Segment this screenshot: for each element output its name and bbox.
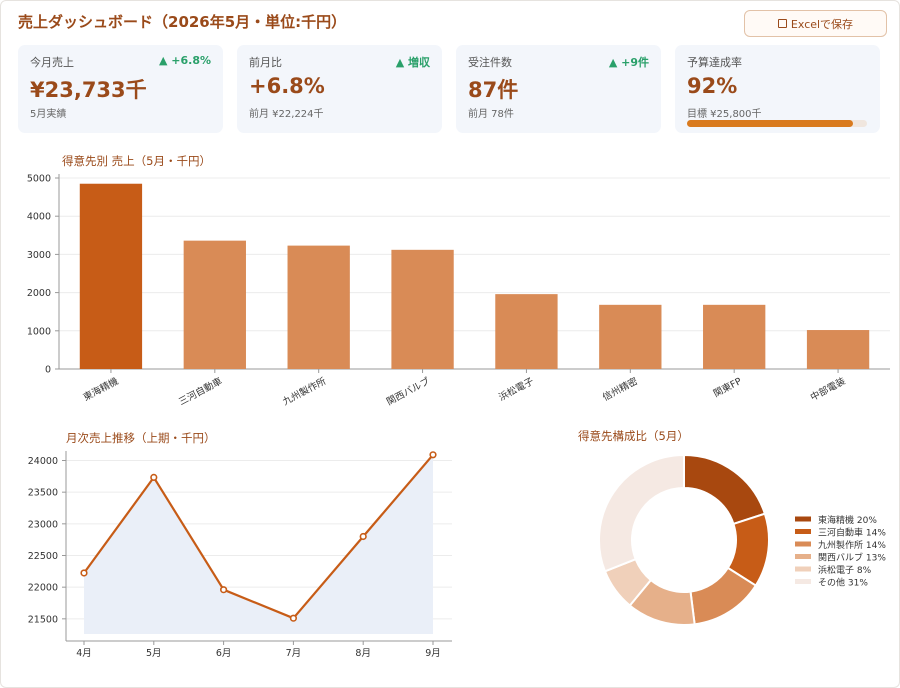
kpi-sub: 前月 ¥22,224千 bbox=[249, 109, 324, 120]
bar bbox=[703, 304, 766, 369]
x-tick-label: 8月 bbox=[355, 648, 371, 659]
line-point bbox=[80, 569, 88, 577]
x-tick-label: 中部電装 bbox=[808, 375, 848, 404]
budget-progress-track bbox=[687, 120, 867, 127]
y-tick-label: 1000 bbox=[27, 326, 51, 337]
legend-label: 三河自動車 14% bbox=[818, 527, 886, 539]
kpi-delta: ▲ +6.8% bbox=[158, 54, 211, 67]
legend-label: 九州製作所 14% bbox=[818, 539, 886, 551]
y-tick-label: 5000 bbox=[27, 174, 51, 185]
kpi-delta: ▲ 増収 bbox=[395, 56, 430, 69]
y-tick-label: 4000 bbox=[27, 212, 51, 223]
line-point bbox=[429, 451, 437, 459]
x-tick-label: 東海精機 bbox=[81, 375, 121, 404]
kpi-sub: 目標 ¥25,800千 bbox=[687, 109, 762, 120]
line-point bbox=[289, 614, 298, 622]
bar-chart-title: 得意先別 売上（5月・千円） bbox=[62, 154, 211, 168]
x-tick-label: 関東FP bbox=[711, 375, 744, 400]
bar bbox=[287, 245, 350, 369]
pie-chart: 東海精機 20%三河自動車 14%九州製作所 14%関西バルブ 13%浜松電子 … bbox=[598, 455, 886, 626]
x-tick-label: 4月 bbox=[76, 648, 92, 659]
pie-chart-title: 得意先構成比（5月） bbox=[578, 429, 689, 443]
y-tick-label: 0 bbox=[45, 365, 51, 376]
kpi-sub: 5月実績 bbox=[30, 109, 67, 120]
legend-swatch bbox=[795, 554, 811, 559]
kpi-value: 92% bbox=[687, 74, 738, 98]
pie-slice bbox=[683, 455, 767, 526]
bar bbox=[183, 240, 246, 369]
kpi-card-sales: 今月売上 ▲ +6.8% ¥23,733千 5月実績 bbox=[18, 45, 223, 133]
legend-swatch bbox=[795, 529, 811, 534]
checkbox-icon bbox=[777, 19, 787, 28]
x-tick-label: 7月 bbox=[286, 648, 302, 659]
x-tick-label: 三河自動車 bbox=[177, 375, 225, 408]
bar bbox=[79, 183, 143, 369]
excel-save-label: Excelで保存 bbox=[790, 17, 854, 31]
y-tick-label: 21500 bbox=[28, 614, 58, 625]
y-tick-label: 3000 bbox=[27, 250, 51, 261]
kpi-card-mom: 前月比 ▲ 増収 +6.8% 前月 ¥22,224千 bbox=[237, 45, 442, 133]
x-tick-label: 浜松電子 bbox=[497, 375, 537, 404]
y-tick-label: 22500 bbox=[28, 551, 58, 562]
kpi-value: 87件 bbox=[468, 78, 519, 102]
bar bbox=[495, 294, 558, 369]
kpi-label: 予算達成率 bbox=[687, 56, 742, 69]
legend-label: その他 31% bbox=[818, 577, 868, 589]
kpi-card-budget: 予算達成率 92% 目標 ¥25,800千 bbox=[675, 45, 880, 133]
line-chart-title: 月次売上推移（上期・千円） bbox=[66, 431, 216, 445]
kpi-label: 今月売上 bbox=[30, 56, 74, 69]
kpi-delta: ▲ +9件 bbox=[608, 56, 649, 69]
legend-swatch bbox=[795, 566, 811, 572]
x-tick-label: 信州精密 bbox=[601, 375, 641, 404]
y-tick-label: 2000 bbox=[27, 288, 51, 299]
bar bbox=[599, 304, 662, 369]
page-title: 売上ダッシュボード（2026年5月・単位:千円） bbox=[18, 13, 347, 31]
legend-swatch bbox=[795, 541, 811, 547]
bar-chart: 0 1000 2000 3000 4000 5000 東海精機 三河自動車 九州製作所 関西バルブ… bbox=[27, 174, 890, 408]
y-tick-label: 23500 bbox=[28, 488, 58, 499]
x-tick-label: 5月 bbox=[146, 648, 162, 659]
bar bbox=[391, 249, 454, 369]
legend-label: 浜松電子 8% bbox=[818, 564, 872, 576]
excel-save-button[interactable]: Excelで保存 bbox=[744, 10, 887, 37]
legend-label: 関西バルブ 13% bbox=[818, 552, 886, 564]
bar bbox=[806, 330, 870, 369]
kpi-value: +6.8% bbox=[249, 74, 325, 98]
line-point bbox=[359, 532, 367, 541]
kpi-sub: 前月 78件 bbox=[468, 109, 514, 120]
y-tick-label: 23000 bbox=[28, 519, 58, 530]
series-line bbox=[83, 454, 434, 620]
x-tick-label: 9月 bbox=[425, 648, 441, 659]
kpi-card-orders: 受注件数 ▲ +9件 87件 前月 78件 bbox=[456, 45, 661, 133]
pie-slice bbox=[598, 455, 685, 573]
budget-progress-fill bbox=[687, 120, 853, 127]
x-tick-label: 6月 bbox=[216, 648, 232, 659]
line-chart: 21500 22000 22500 23000 23500 24000 4月 5月 6月 7月 8月… bbox=[28, 451, 452, 659]
x-tick-label: 九州製作所 bbox=[281, 375, 329, 408]
line-area bbox=[84, 454, 433, 634]
line-point bbox=[150, 473, 158, 482]
legend-swatch bbox=[795, 516, 811, 522]
y-tick-label: 22000 bbox=[28, 583, 58, 594]
kpi-label: 受注件数 bbox=[468, 56, 512, 69]
kpi-label: 前月比 bbox=[249, 56, 282, 69]
kpi-value: ¥23,733千 bbox=[30, 78, 147, 102]
y-tick-label: 24000 bbox=[28, 456, 58, 467]
legend-swatch bbox=[795, 579, 811, 584]
x-tick-label: 関西バルブ bbox=[384, 375, 432, 408]
legend-label: 東海精機 20% bbox=[818, 514, 877, 526]
line-point bbox=[220, 586, 228, 594]
